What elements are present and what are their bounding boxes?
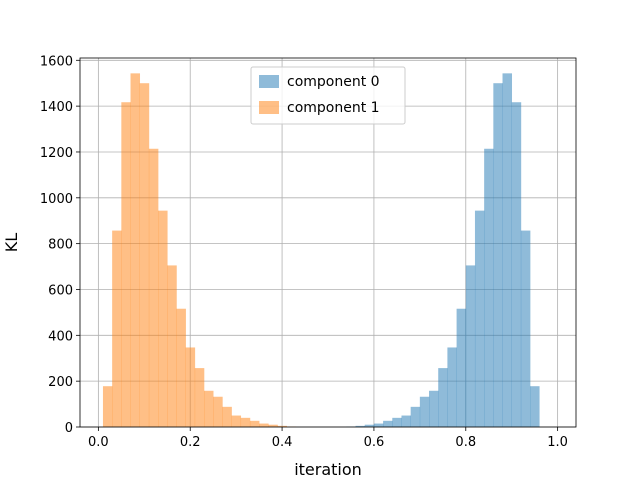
y-tick-label: 600 — [48, 283, 73, 298]
x-tick-label: 0.4 — [272, 435, 293, 450]
histogram-bar — [392, 417, 402, 427]
legend-swatch — [259, 101, 279, 114]
histogram-bar — [484, 148, 494, 427]
histogram-bar — [511, 102, 522, 427]
x-tick-label: 0.2 — [180, 435, 201, 450]
legend: component 0 component 1 — [250, 66, 406, 125]
legend-swatch — [259, 75, 279, 88]
histogram-bar — [410, 406, 421, 427]
y-tick-label: 0 — [65, 421, 73, 436]
histogram-bar — [213, 396, 223, 427]
histogram-bar — [456, 308, 467, 427]
plot-frame — [79, 57, 577, 428]
histogram-bar — [530, 386, 540, 427]
histogram-bar — [130, 73, 141, 428]
y-tick-label: 1400 — [40, 100, 73, 115]
histogram-bar — [373, 423, 384, 427]
histogram-bar — [520, 230, 531, 427]
histogram-bar — [139, 83, 150, 427]
x-axis-ticks: 0.0 0.2 0.4 0.6 0.8 1.0 — [88, 427, 568, 450]
histogram-bar — [502, 73, 513, 428]
histogram-bar — [185, 347, 196, 427]
x-tick-label: 0.6 — [364, 435, 385, 450]
x-tick-label: 0.8 — [455, 435, 476, 450]
histogram-bar — [222, 406, 232, 427]
histogram-bar — [194, 368, 205, 427]
y-tick-label: 1200 — [40, 146, 73, 161]
histogram-bar — [259, 423, 269, 427]
x-tick-label: 0.0 — [88, 435, 109, 450]
histogram-bar — [231, 415, 242, 427]
histogram-bar — [493, 83, 503, 427]
histogram-bar — [268, 424, 278, 427]
y-tick-label: 800 — [48, 238, 73, 253]
histogram-bar — [429, 390, 439, 427]
histogram-bar — [240, 417, 251, 427]
histogram-bar — [474, 210, 485, 427]
histogram-bar — [112, 230, 122, 427]
legend-label: component 1 — [287, 100, 380, 116]
y-tick-label: 1600 — [40, 54, 73, 69]
x-tick-label: 1.0 — [547, 435, 568, 450]
x-axis-label: iteration — [294, 460, 362, 479]
histogram-bar — [355, 425, 366, 427]
histogram-bar — [176, 308, 186, 427]
histogram-bar — [158, 210, 168, 427]
histogram-bar — [465, 265, 476, 427]
histogram-bar — [102, 386, 113, 427]
y-tick-label: 400 — [48, 329, 73, 344]
histogram-bar — [277, 425, 287, 427]
series-1-bars — [102, 73, 297, 428]
histogram-bar — [383, 420, 393, 427]
histogram-bar — [204, 390, 214, 427]
y-tick-label: 200 — [48, 375, 73, 390]
legend-box — [250, 66, 406, 125]
histogram-bar — [249, 420, 260, 427]
legend-items: component 0 component 1 — [259, 74, 380, 116]
histogram-bar — [121, 102, 131, 427]
y-axis-ticks: 0 200 400 600 800 1000 1200 1400 1600 — [40, 54, 80, 436]
y-axis-label: KL — [2, 233, 21, 252]
histogram-bar — [438, 368, 448, 427]
series-0-bars — [346, 73, 540, 428]
y-tick-label: 1000 — [40, 192, 73, 207]
histogram-bar — [419, 396, 430, 427]
histogram-bar — [167, 265, 177, 427]
histogram-bar — [401, 415, 411, 427]
legend-label: component 0 — [287, 74, 380, 90]
histogram-bar — [364, 424, 375, 427]
histogram-bar — [148, 148, 159, 427]
histogram-bar — [447, 347, 457, 427]
histogram-bars — [102, 73, 540, 428]
